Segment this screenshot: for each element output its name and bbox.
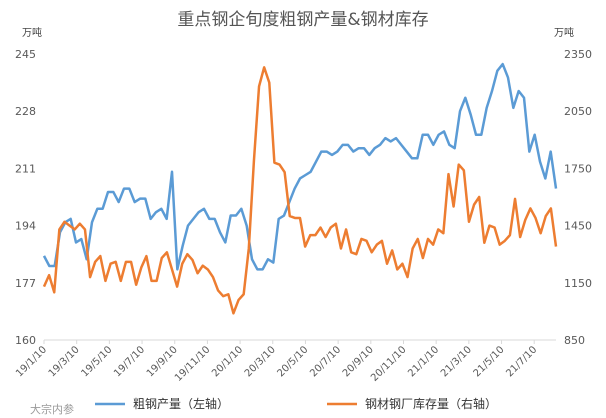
- x-tick-label: 19/3/10: [47, 344, 82, 379]
- left-tick-label: 177: [15, 277, 36, 290]
- x-tick-label: 19/1/10: [14, 344, 49, 379]
- x-tick-label: 19/7/10: [112, 344, 147, 379]
- left-tick-label: 228: [15, 105, 36, 118]
- right-axis-unit: 万吨: [554, 26, 574, 39]
- left-tick-label: 160: [15, 334, 36, 347]
- watermark-text: 大宗内参: [30, 402, 74, 416]
- right-axis-ticks: 850 1150 1450 1750 2050 2350: [564, 48, 592, 347]
- chart-title: 重点钢企旬度粗钢产量&钢材库存: [177, 10, 428, 30]
- left-tick-label: 211: [15, 162, 36, 175]
- x-tick-label: 20/11/10: [369, 344, 409, 384]
- legend-label-steel-inventory: 钢材钢厂库存量（右轴）: [365, 396, 497, 411]
- x-tick-label: 20/7/10: [308, 344, 343, 379]
- right-tick-label: 1450: [564, 220, 592, 233]
- x-axis-ticks: 19/1/1019/3/1019/5/1019/7/1019/9/1019/11…: [14, 340, 539, 384]
- series-crude-steel-output-line: [42, 62, 558, 271]
- left-tick-label: 245: [15, 48, 36, 61]
- x-tick-label: 21/5/10: [472, 344, 507, 379]
- x-tick-label: 19/11/10: [173, 344, 213, 384]
- series-steel-inventory-line: [42, 66, 558, 315]
- x-tick-label: 21/1/10: [406, 344, 441, 379]
- legend: 粗钢产量（左轴） 钢材钢厂库存量（右轴）: [95, 396, 497, 411]
- right-tick-label: 850: [564, 334, 585, 347]
- left-axis-unit: 万吨: [22, 26, 42, 39]
- legend-label-crude-steel: 粗钢产量（左轴）: [133, 396, 229, 411]
- x-tick-label: 19/5/10: [79, 344, 114, 379]
- left-axis-ticks: 160 177 194 211 228 245: [15, 48, 36, 347]
- x-tick-label: 20/5/10: [276, 344, 311, 379]
- x-tick-label: 21/3/10: [439, 344, 474, 379]
- right-tick-label: 1750: [564, 162, 592, 175]
- x-tick-label: 21/7/10: [504, 344, 539, 379]
- left-tick-label: 194: [15, 220, 36, 233]
- x-tick-label: 20/3/10: [243, 344, 278, 379]
- right-tick-label: 1150: [564, 277, 592, 290]
- right-tick-label: 2050: [564, 105, 592, 118]
- right-tick-label: 2350: [564, 48, 592, 61]
- x-tick-label: 20/1/10: [210, 344, 245, 379]
